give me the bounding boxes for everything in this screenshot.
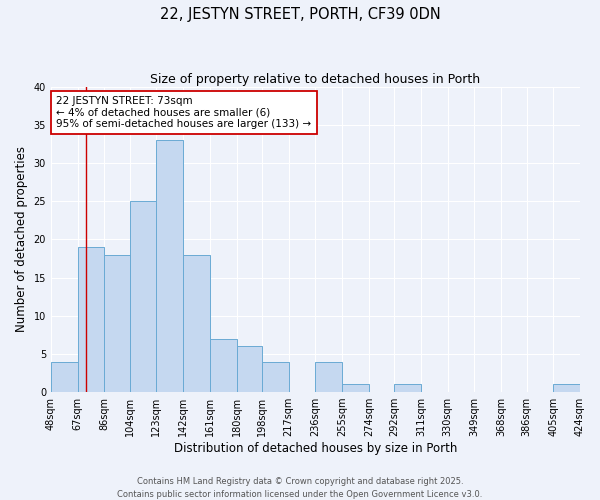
X-axis label: Distribution of detached houses by size in Porth: Distribution of detached houses by size …	[174, 442, 457, 455]
Text: 22 JESTYN STREET: 73sqm
← 4% of detached houses are smaller (6)
95% of semi-deta: 22 JESTYN STREET: 73sqm ← 4% of detached…	[56, 96, 311, 129]
Bar	[236, 346, 262, 392]
Bar	[157, 140, 183, 392]
Title: Size of property relative to detached houses in Porth: Size of property relative to detached ho…	[151, 72, 481, 86]
Bar	[262, 362, 289, 392]
Text: 22, JESTYN STREET, PORTH, CF39 0DN: 22, JESTYN STREET, PORTH, CF39 0DN	[160, 8, 440, 22]
Bar	[51, 362, 77, 392]
Text: Contains HM Land Registry data © Crown copyright and database right 2025.
Contai: Contains HM Land Registry data © Crown c…	[118, 478, 482, 499]
Bar	[104, 254, 130, 392]
Bar	[130, 201, 157, 392]
Bar	[183, 254, 210, 392]
Bar	[77, 247, 104, 392]
Bar	[342, 384, 369, 392]
Y-axis label: Number of detached properties: Number of detached properties	[15, 146, 28, 332]
Bar	[553, 384, 580, 392]
Bar	[316, 362, 342, 392]
Bar	[394, 384, 421, 392]
Bar	[210, 338, 236, 392]
